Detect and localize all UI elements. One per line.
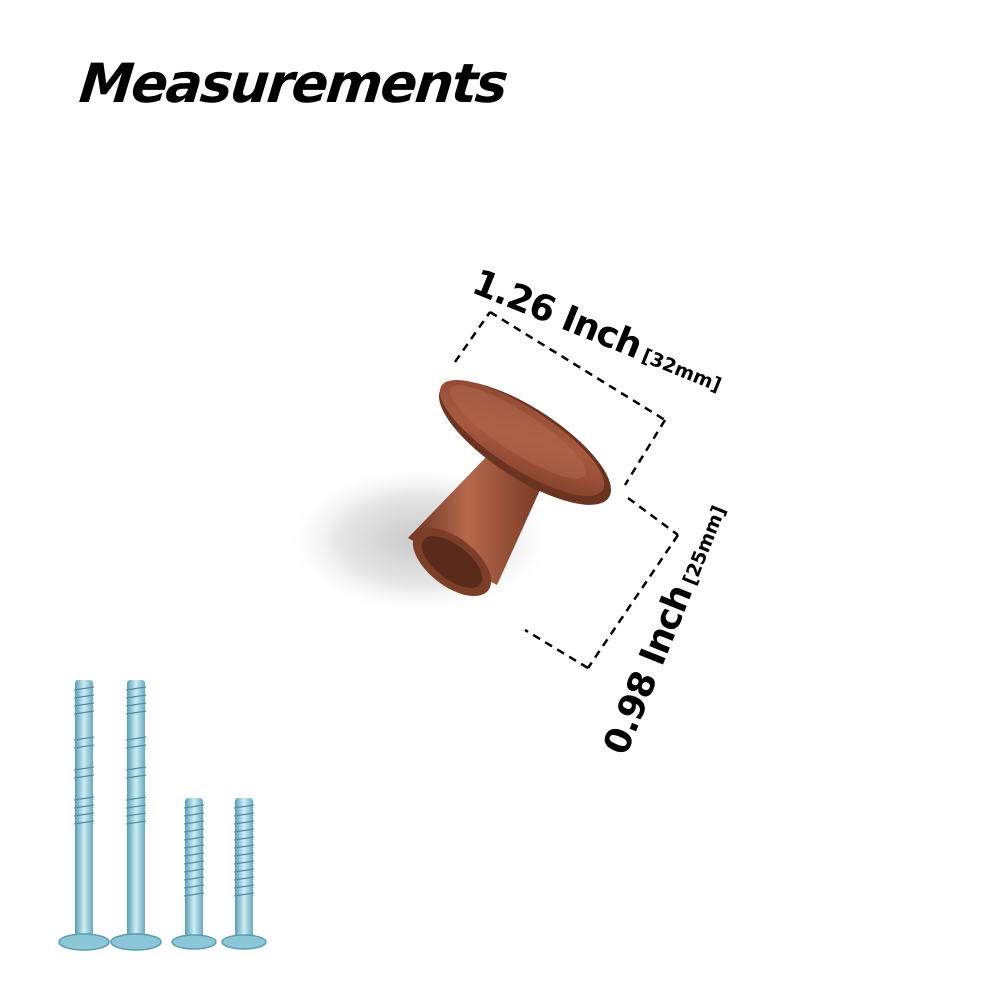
short-screw bbox=[221, 798, 267, 950]
width-dimension-line bbox=[453, 310, 667, 486]
long-screw bbox=[110, 680, 162, 951]
long-screw bbox=[58, 680, 110, 951]
height-dimension-line bbox=[524, 496, 680, 670]
short-screw bbox=[171, 798, 217, 950]
knob-stem bbox=[408, 455, 540, 597]
screws-group bbox=[58, 680, 267, 951]
knob-cap bbox=[438, 379, 612, 505]
